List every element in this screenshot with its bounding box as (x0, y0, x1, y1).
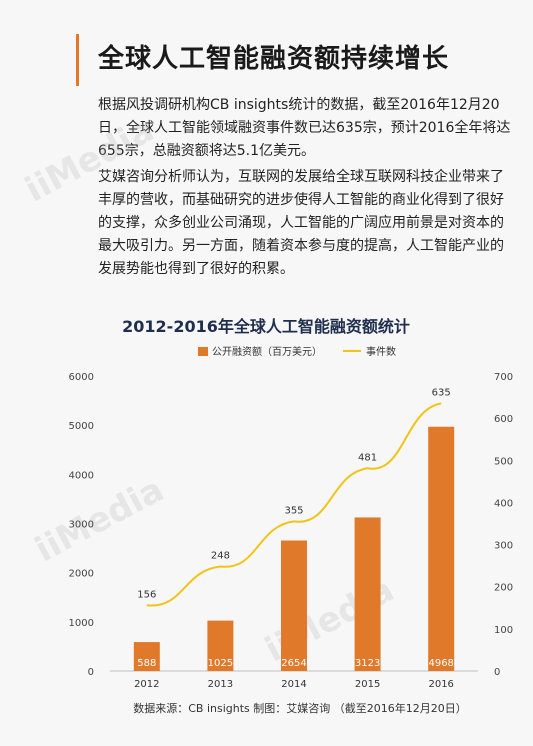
left-axis-tick-label: 1000 (69, 618, 94, 629)
bar (133, 642, 160, 671)
bar-series: 588 1025 2654 3123 4968 (133, 426, 455, 671)
x-axis-tick-label: 2013 (208, 679, 233, 690)
events-value-label: 248 (211, 550, 230, 561)
bar (281, 540, 307, 671)
bar-value-label: 4968 (428, 658, 453, 669)
right-axis-tick-label: 300 (494, 541, 513, 552)
right-axis-tick-label: 0 (494, 667, 500, 678)
left-axis-tick-label: 2000 (69, 569, 94, 580)
legend-label-events: 事件数 (366, 345, 396, 358)
right-axis-tick-label: 600 (494, 414, 513, 425)
chart-source: 数据来源：CB insights 制图：艾媒咨询 （截至2016年12月20日） (133, 701, 467, 715)
bar (428, 426, 455, 671)
chart-container: 2012-2016年全球人工智能融资额统计 公开融资额（百万美元） 事件数 0 1… (0, 300, 533, 740)
x-axis: 2012 2013 2014 2015 2016 (134, 679, 454, 690)
x-axis-tick-label: 2012 (134, 679, 159, 690)
x-axis-tick-label: 2016 (428, 679, 453, 690)
left-axis-tick-label: 6000 (69, 372, 94, 383)
right-axis-tick-label: 500 (494, 456, 513, 467)
left-axis-tick-label: 5000 (69, 421, 94, 432)
bar-value-label: 1025 (208, 658, 233, 669)
chart-title: 2012-2016年全球人工智能融资额统计 (122, 317, 410, 336)
events-value-label: 355 (284, 505, 303, 516)
legend-swatch-bar (198, 347, 208, 356)
right-axis-tick-label: 400 (494, 498, 513, 509)
bar-value-label: 2654 (281, 658, 306, 669)
left-axis-tick-label: 4000 (69, 470, 94, 481)
events-value-label: 635 (432, 387, 451, 398)
bar-value-label: 3123 (355, 658, 380, 669)
x-axis-tick-label: 2015 (355, 679, 380, 690)
page-title: 全球人工智能融资额持续增长 (98, 44, 450, 74)
left-axis-tick-label: 3000 (69, 520, 94, 531)
right-axis-tick-label: 100 (494, 625, 513, 636)
legend-label-funding: 公开融资额（百万美元） (212, 345, 322, 358)
x-axis-tick-label: 2014 (281, 679, 306, 690)
right-axis: 0 100 200 300 400 500 600 700 (494, 372, 513, 678)
events-line (146, 402, 442, 607)
events-labels: 156 248 355 481 635 (137, 387, 450, 600)
right-axis-tick-label: 200 (494, 583, 513, 594)
events-value-label: 156 (137, 589, 156, 600)
intro-paragraph: 根据风投调研机构CB insights统计的数据，截至2016年12月20日，全… (98, 97, 511, 159)
section-accent-bar (76, 34, 79, 86)
left-axis: 0 1000 2000 3000 4000 5000 6000 (69, 372, 94, 678)
left-axis-tick-label: 0 (88, 667, 94, 678)
funding-chart: 2012-2016年全球人工智能融资额统计 公开融资额（百万美元） 事件数 0 1… (69, 317, 514, 715)
events-value-label: 481 (358, 452, 377, 463)
right-axis-tick-label: 700 (494, 372, 513, 383)
analysis-paragraph: 艾媒咨询分析师认为，互联网的发展给全球互联网科技企业带来了丰厚的营收，而基础研究… (98, 169, 504, 277)
bar (354, 517, 381, 671)
bar (207, 620, 234, 671)
chart-legend: 公开融资额（百万美元） 事件数 (198, 345, 396, 358)
bar-value-label: 588 (137, 658, 156, 669)
